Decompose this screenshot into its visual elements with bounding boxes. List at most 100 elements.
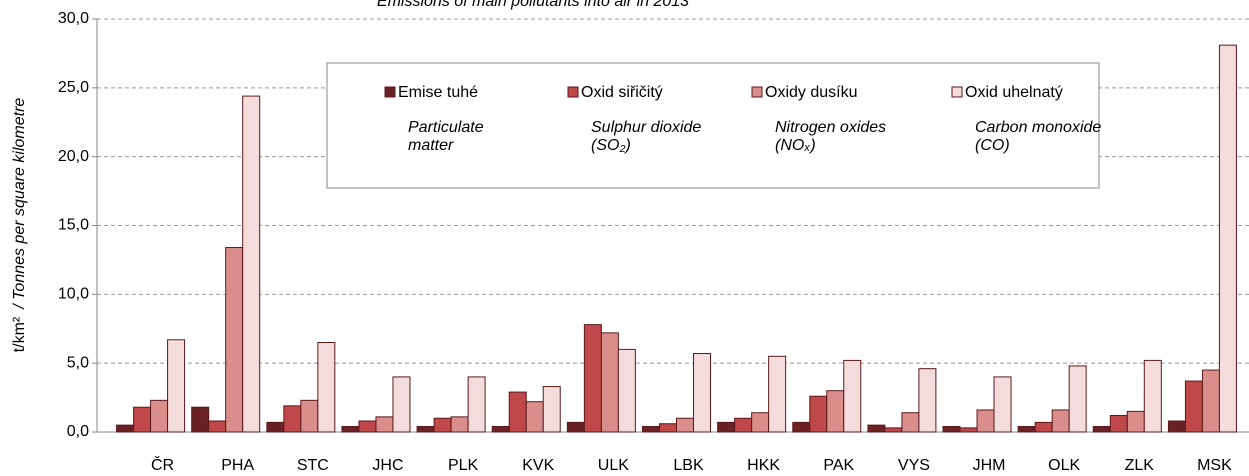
y-tick-label: 20,0: [58, 148, 89, 165]
bar: [191, 406, 210, 433]
bar: [959, 427, 978, 433]
bar: [133, 406, 152, 433]
legend-swatch: [951, 86, 963, 98]
bar: [341, 425, 360, 433]
bar: [467, 376, 486, 433]
bar: [508, 391, 527, 433]
bar: [300, 399, 319, 433]
bar: [1167, 420, 1186, 433]
y-unit: t/km²: [11, 316, 28, 352]
bar: [116, 424, 135, 433]
y-tick-label: 5,0: [67, 354, 89, 371]
bar: [392, 376, 411, 433]
x-tick-label: LBK: [673, 457, 704, 474]
legend-label-en: Nitrogen oxides: [775, 119, 886, 136]
legend-label: Oxid siřičitý: [581, 84, 663, 101]
x-tick-label: HKK: [747, 457, 780, 474]
y-axis-label: t/km² / Tonnes per square kilometre: [11, 98, 28, 353]
legend-label-en: Particulate: [408, 119, 484, 136]
bar: [617, 348, 636, 433]
legend-label: Oxidy dusíku: [765, 84, 857, 101]
x-tick-label: PLK: [448, 457, 479, 474]
bar: [1068, 365, 1087, 433]
bar: [1126, 410, 1145, 433]
bar: [1092, 425, 1111, 433]
bar: [583, 324, 602, 433]
legend-label-en: (SO₂): [591, 137, 631, 154]
bar: [542, 386, 561, 433]
bar: [167, 339, 186, 433]
bar: [717, 421, 736, 433]
bar: [416, 425, 435, 433]
bar: [566, 421, 585, 433]
x-tick-label: STC: [297, 457, 329, 474]
bar: [491, 425, 510, 433]
bar: [525, 401, 544, 433]
x-tick-label: JHC: [372, 457, 403, 474]
bar: [1201, 369, 1220, 433]
x-tick-label: ZLK: [1125, 457, 1155, 474]
bar: [317, 342, 336, 433]
bar: [976, 409, 995, 433]
legend-label: Oxid uhelnatý: [965, 84, 1063, 101]
bar: [1034, 421, 1053, 433]
x-tick-label: KVK: [522, 457, 554, 474]
bar: [809, 395, 828, 433]
bar: [600, 332, 619, 433]
bar: [208, 420, 227, 433]
y-tick-label: 25,0: [58, 79, 89, 96]
bar: [1109, 414, 1128, 433]
x-tick-label: JHM: [973, 457, 1006, 474]
legend-swatch: [384, 86, 396, 98]
bar: [225, 247, 244, 433]
bar: [942, 425, 961, 433]
legend-swatch: [751, 86, 763, 98]
bar: [1143, 359, 1162, 433]
y-tick-label: 10,0: [58, 286, 89, 303]
x-tick-label: MSK: [1197, 457, 1232, 474]
chart-title: Emissions of main pollutants into air in…: [377, 0, 689, 10]
bar: [884, 427, 903, 433]
x-tick-label: ČR: [151, 455, 174, 474]
bar: [642, 425, 660, 433]
x-tick-label: PAK: [823, 457, 854, 474]
bar: [768, 355, 787, 433]
legend-label-en: matter: [408, 137, 454, 154]
y-tick-label: 30,0: [58, 10, 89, 27]
y-tick-label: 0,0: [67, 423, 89, 440]
bar: [283, 405, 302, 433]
bar: [676, 417, 694, 433]
bar: [1184, 380, 1203, 433]
legend-label-en: (NOₓ): [775, 137, 816, 154]
bar: [1218, 44, 1237, 433]
legend-label-en: Carbon monoxide: [975, 119, 1101, 136]
legend-label-en: Sulphur dioxide: [591, 119, 701, 136]
bar: [242, 95, 261, 433]
x-tick-label: VYS: [898, 457, 930, 474]
y-unit-en: / Tonnes per square kilometre: [11, 98, 28, 310]
bar: [751, 412, 770, 433]
y-tick-label: 15,0: [58, 217, 89, 234]
bar: [1017, 425, 1036, 433]
bar: [266, 421, 285, 433]
legend-swatch: [567, 86, 579, 98]
legend-label: Emise tuhé: [398, 84, 478, 101]
bar: [826, 390, 845, 433]
bar: [918, 368, 937, 433]
bar: [358, 420, 377, 433]
bar: [375, 416, 394, 433]
bar: [901, 412, 920, 433]
x-tick-label: ULK: [598, 457, 629, 474]
bar: [659, 423, 677, 433]
bar: [792, 421, 811, 433]
bar: [1051, 409, 1070, 433]
bar: [993, 376, 1012, 433]
legend-box: [326, 62, 1100, 189]
bar: [150, 399, 169, 433]
bar: [450, 416, 469, 433]
bar: [734, 417, 753, 433]
x-tick-label: OLK: [1048, 457, 1080, 474]
legend-label-en: (CO): [975, 137, 1010, 154]
bar: [693, 353, 711, 433]
